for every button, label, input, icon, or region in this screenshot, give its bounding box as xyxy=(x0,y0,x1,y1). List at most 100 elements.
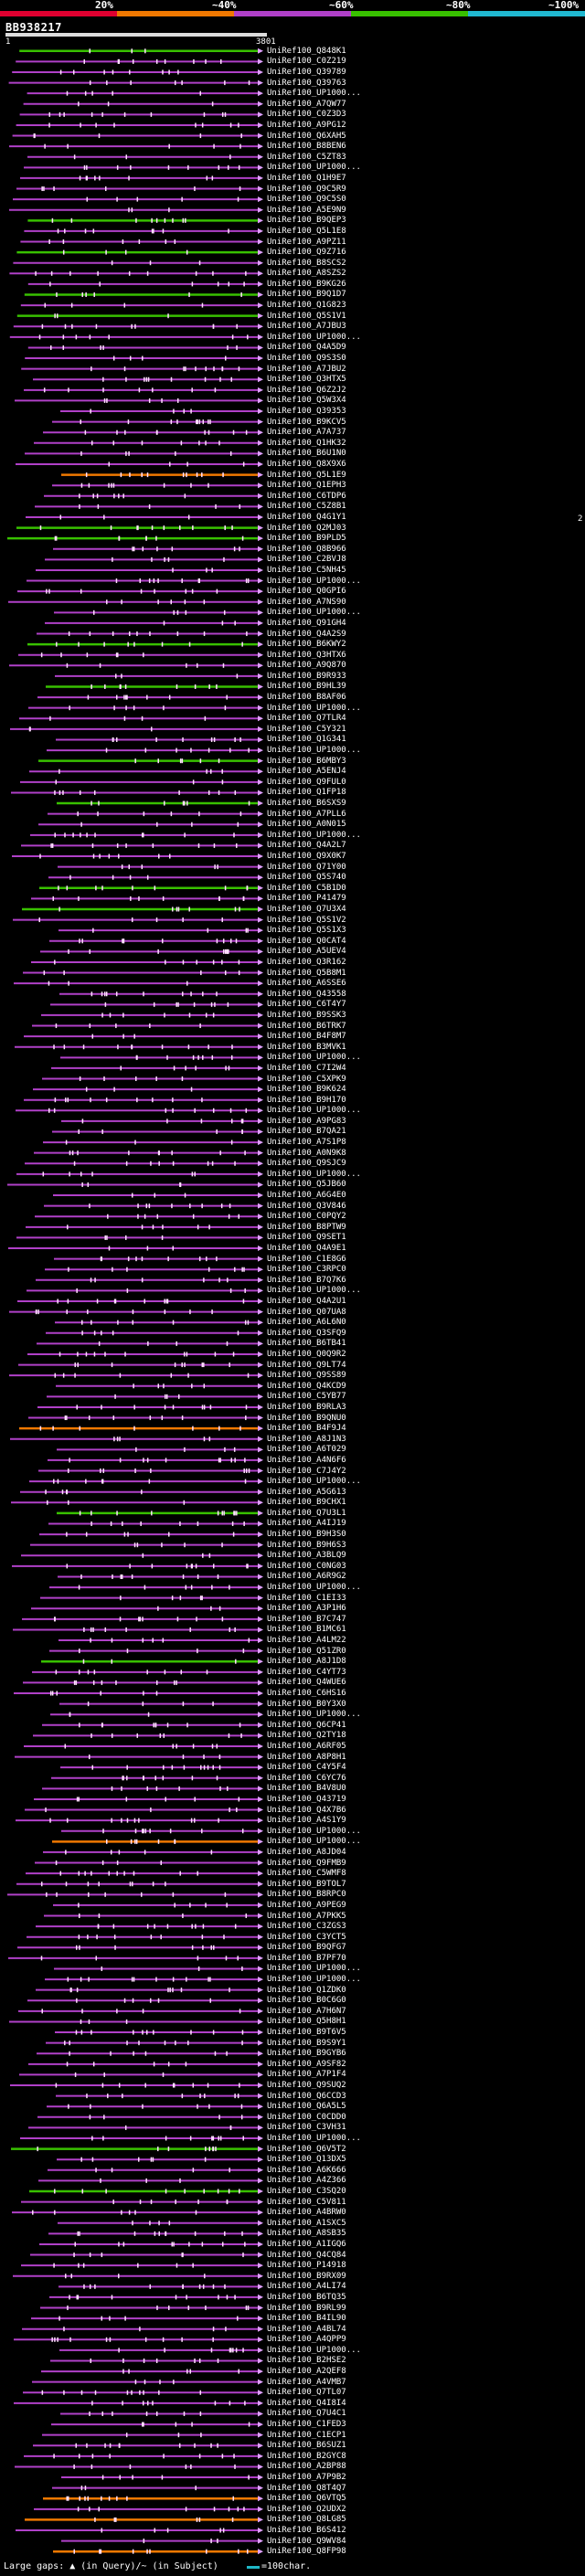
hit-id-label[interactable]: UniRef100_A7P1F4 xyxy=(267,2070,346,2080)
hit-id-label[interactable]: UniRef100_Q7TL07 xyxy=(267,2388,346,2398)
hit-id-label[interactable]: UniRef100_B6MBY3 xyxy=(267,756,346,766)
hit-id-label[interactable]: UniRef100_C7I2W4 xyxy=(267,1063,346,1073)
hit-id-label[interactable]: UniRef100_B9R933 xyxy=(267,671,346,681)
hit-id-label[interactable]: UniRef100_C5WMF8 xyxy=(267,1869,346,1879)
hit-id-label[interactable]: UniRef100_C7J4Y2 xyxy=(267,1466,346,1476)
hit-id-label[interactable]: UniRef100_C5B1D0 xyxy=(267,883,346,893)
hit-id-label[interactable]: UniRef100_A7PKK5 xyxy=(267,1911,346,1921)
hit-id-label[interactable]: UniRef100_B6SXS9 xyxy=(267,799,346,809)
hit-id-label[interactable]: UniRef100_B7C747 xyxy=(267,1614,346,1624)
hit-id-label[interactable]: UniRef100_Q13DX5 xyxy=(267,2155,346,2165)
hit-id-label[interactable]: UniRef100_C6HS16 xyxy=(267,1689,346,1698)
hit-id-label[interactable]: UniRef100_C5NH45 xyxy=(267,565,346,575)
hit-id-label[interactable]: UniRef100_UP1000... xyxy=(267,830,361,840)
hit-id-label[interactable]: UniRef100_Q4A5D9 xyxy=(267,343,346,353)
hit-id-label[interactable]: UniRef100_Q9LT74 xyxy=(267,1360,346,1370)
hit-id-label[interactable]: UniRef100_A8J1D8 xyxy=(267,1657,346,1667)
hit-id-label[interactable]: UniRef100_Q1ZDK0 xyxy=(267,1985,346,1995)
hit-id-label[interactable]: UniRef100_Q2UDX2 xyxy=(267,2504,346,2514)
hit-id-label[interactable]: UniRef100_A5G613 xyxy=(267,1487,346,1497)
hit-id-label[interactable]: UniRef100_B8SCS2 xyxy=(267,258,346,268)
hit-id-label[interactable]: UniRef100_A0N9K8 xyxy=(267,1148,346,1158)
hit-id-label[interactable]: UniRef100_B8RPC0 xyxy=(267,1890,346,1900)
hit-id-label[interactable]: UniRef100_Q5S740 xyxy=(267,873,346,883)
hit-id-label[interactable]: UniRef100_A9PZ11 xyxy=(267,237,346,247)
hit-id-label[interactable]: UniRef100_B9CHX1 xyxy=(267,1498,346,1508)
hit-id-label[interactable]: UniRef100_B4V8U0 xyxy=(267,1784,346,1794)
hit-id-label[interactable]: UniRef100_C2BVJ8 xyxy=(267,555,346,565)
hit-id-label[interactable]: UniRef100_A4IJ19 xyxy=(267,1519,346,1529)
hit-id-label[interactable]: UniRef100_C1EI33 xyxy=(267,1593,346,1603)
hit-id-label[interactable]: UniRef100_Q5JB60 xyxy=(267,1180,346,1190)
hit-id-label[interactable]: UniRef100_Q51ZR0 xyxy=(267,1646,346,1656)
hit-id-label[interactable]: UniRef100_Q5S1X3 xyxy=(267,926,346,936)
hit-id-label[interactable]: UniRef100_Q9FUL0 xyxy=(267,777,346,787)
hit-id-label[interactable]: UniRef100_Q8LG85 xyxy=(267,2515,346,2525)
hit-id-label[interactable]: UniRef100_Q6A5L5 xyxy=(267,2102,346,2112)
hit-id-label[interactable]: UniRef100_A9Q870 xyxy=(267,661,346,671)
hit-id-label[interactable]: UniRef100_A7NS90 xyxy=(267,597,346,607)
hit-id-label[interactable]: UniRef100_C5ZT83 xyxy=(267,152,346,162)
hit-id-label[interactable]: UniRef100_Q5W3X4 xyxy=(267,396,346,406)
hit-id-label[interactable]: UniRef100_A3BLQ9 xyxy=(267,1551,346,1561)
hit-id-label[interactable]: UniRef100_B9TOL7 xyxy=(267,1879,346,1889)
hit-id-label[interactable]: UniRef100_C5XPK9 xyxy=(267,1074,346,1084)
hit-id-label[interactable]: UniRef100_Q5L1E9 xyxy=(267,470,346,480)
hit-id-label[interactable]: UniRef100_Q43719 xyxy=(267,1794,346,1804)
hit-id-label[interactable]: UniRef100_A7P9B2 xyxy=(267,2473,346,2483)
hit-id-label[interactable]: UniRef100_B9RLA3 xyxy=(267,1402,346,1412)
hit-id-label[interactable]: UniRef100_A3P1H6 xyxy=(267,1604,346,1614)
hit-id-label[interactable]: UniRef100_A1IGQ6 xyxy=(267,2239,346,2249)
hit-id-label[interactable]: UniRef100_A6T029 xyxy=(267,1445,346,1455)
hit-id-label[interactable]: UniRef100_Q0CAT4 xyxy=(267,936,346,946)
hit-id-label[interactable]: UniRef100_A7PLL6 xyxy=(267,809,346,819)
hit-id-label[interactable]: UniRef100_P41479 xyxy=(267,894,346,904)
hit-id-label[interactable]: UniRef100_A8SZS2 xyxy=(267,269,346,279)
hit-id-label[interactable]: UniRef100_B9T6V5 xyxy=(267,2028,346,2038)
hit-id-label[interactable]: UniRef100_B2GYC8 xyxy=(267,2451,346,2461)
hit-id-label[interactable]: UniRef100_B9Q1D7 xyxy=(267,290,346,300)
hit-id-label[interactable]: UniRef100_Q39789 xyxy=(267,67,346,77)
hit-id-label[interactable]: UniRef100_A4QPP9 xyxy=(267,2335,346,2345)
hit-id-label[interactable]: UniRef100_Q6Z2J2 xyxy=(267,385,346,395)
hit-id-label[interactable]: UniRef100_Q9S3S0 xyxy=(267,354,346,364)
hit-id-label[interactable]: UniRef100_B2HSE2 xyxy=(267,2356,346,2366)
hit-id-label[interactable]: UniRef100_B9RL99 xyxy=(267,2303,346,2313)
hit-id-label[interactable]: UniRef100_UP1000... xyxy=(267,2134,361,2143)
hit-id-label[interactable]: UniRef100_Q4A2S9 xyxy=(267,629,346,639)
hit-id-label[interactable]: UniRef100_B9KG26 xyxy=(267,279,346,289)
hit-id-label[interactable]: UniRef100_A4BL74 xyxy=(267,2324,346,2334)
hit-id-label[interactable]: UniRef100_C3VH31 xyxy=(267,2123,346,2133)
hit-id-label[interactable]: UniRef100_Q9SUQ2 xyxy=(267,2081,346,2091)
hit-id-label[interactable]: UniRef100_A9PG83 xyxy=(267,1116,346,1126)
hit-id-label[interactable]: UniRef100_UP1000... xyxy=(267,163,361,173)
hit-id-label[interactable]: UniRef100_Q2TY18 xyxy=(267,1731,346,1741)
hit-id-label[interactable]: UniRef100_P14918 xyxy=(267,2261,346,2271)
hit-id-label[interactable]: UniRef100_UP1000... xyxy=(267,1169,361,1179)
hit-id-label[interactable]: UniRef100_B8AF06 xyxy=(267,693,346,703)
hit-id-label[interactable]: UniRef100_B9SSK3 xyxy=(267,1010,346,1020)
hit-id-label[interactable]: UniRef100_Q5H8H1 xyxy=(267,2017,346,2027)
hit-id-label[interactable]: UniRef100_C4YT73 xyxy=(267,1667,346,1677)
hit-id-label[interactable]: UniRef100_A8P8H1 xyxy=(267,1752,346,1762)
hit-id-label[interactable]: UniRef100_B9H6S3 xyxy=(267,1540,346,1550)
hit-id-label[interactable]: UniRef100_Q07UA8 xyxy=(267,1307,346,1317)
hit-id-label[interactable]: UniRef100_A6K666 xyxy=(267,2165,346,2175)
hit-id-label[interactable]: UniRef100_B6KWY2 xyxy=(267,640,346,650)
hit-id-label[interactable]: UniRef100_A4BRW0 xyxy=(267,2208,346,2218)
hit-id-label[interactable]: UniRef100_Q5B8M1 xyxy=(267,968,346,978)
hit-id-label[interactable]: UniRef100_Q7U4C1 xyxy=(267,2409,346,2419)
hit-id-label[interactable]: UniRef100_A8JD04 xyxy=(267,1847,346,1857)
hit-id-label[interactable]: UniRef100_Q4A2U1 xyxy=(267,1297,346,1306)
hit-id-label[interactable]: UniRef100_B9H3S0 xyxy=(267,1530,346,1540)
hit-id-label[interactable]: UniRef100_Q4I8I4 xyxy=(267,2398,346,2408)
hit-id-label[interactable]: UniRef100_C3SQ20 xyxy=(267,2186,346,2196)
hit-id-label[interactable]: UniRef100_Q8T4Q7 xyxy=(267,2483,346,2493)
hit-id-label[interactable]: UniRef100_Q4G1Y1 xyxy=(267,512,346,522)
hit-id-label[interactable]: UniRef100_B7QA21 xyxy=(267,1127,346,1137)
hit-id-label[interactable]: UniRef100_Q1EPH3 xyxy=(267,481,346,491)
hit-id-label[interactable]: UniRef100_B9QNU0 xyxy=(267,1413,346,1423)
hit-id-label[interactable]: UniRef100_Q3HTX6 xyxy=(267,650,346,660)
hit-id-label[interactable]: UniRef100_Q1FP18 xyxy=(267,788,346,798)
hit-id-label[interactable]: UniRef100_C6YC76 xyxy=(267,1773,346,1783)
